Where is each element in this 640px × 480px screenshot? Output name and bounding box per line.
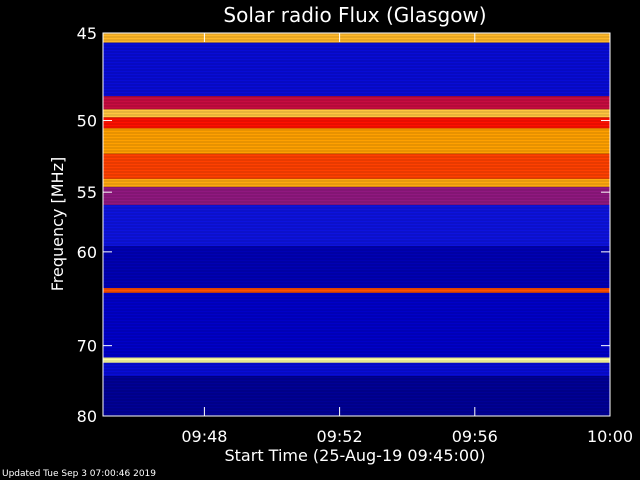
frequency-band xyxy=(103,292,610,358)
frequency-band xyxy=(103,186,610,205)
frequency-band xyxy=(103,153,610,179)
frequency-band xyxy=(103,33,610,43)
chart-title: Solar radio Flux (Glasgow) xyxy=(223,3,486,27)
x-tick-label: 09:48 xyxy=(181,427,227,446)
x-axis-label: Start Time (25-Aug-19 09:45:00) xyxy=(225,446,486,465)
x-tick-label: 09:56 xyxy=(452,427,498,446)
x-axis: 09:48 09:52 09:56 10:00 xyxy=(181,33,633,446)
plot-area xyxy=(102,32,611,417)
frequency-band xyxy=(103,376,610,416)
frequency-band xyxy=(103,246,610,289)
x-tick-label: 10:00 xyxy=(587,427,633,446)
frequency-band xyxy=(103,362,610,377)
frequency-band xyxy=(103,42,610,97)
frequency-band xyxy=(103,357,610,363)
y-tick-label: 70 xyxy=(77,337,97,356)
y-axis: 45 50 55 60 70 80 xyxy=(77,24,610,426)
x-tick-label: 09:52 xyxy=(317,427,363,446)
frequency-band xyxy=(103,178,610,187)
y-tick-label: 55 xyxy=(77,183,97,202)
y-tick-label: 80 xyxy=(77,407,97,426)
frequency-band xyxy=(103,288,610,293)
y-tick-label: 60 xyxy=(77,243,97,262)
frequency-band xyxy=(103,109,610,118)
updated-timestamp: Updated Tue Sep 3 07:00:46 2019 xyxy=(2,469,156,479)
frequency-band xyxy=(103,96,610,110)
frequency-band xyxy=(103,128,610,154)
frequency-band xyxy=(103,117,610,129)
frequency-band xyxy=(103,204,610,247)
y-tick-label: 50 xyxy=(77,112,97,131)
y-axis-label: Frequency [MHz] xyxy=(48,157,67,291)
y-tick-label: 45 xyxy=(77,24,97,43)
plot-frame xyxy=(102,32,611,417)
